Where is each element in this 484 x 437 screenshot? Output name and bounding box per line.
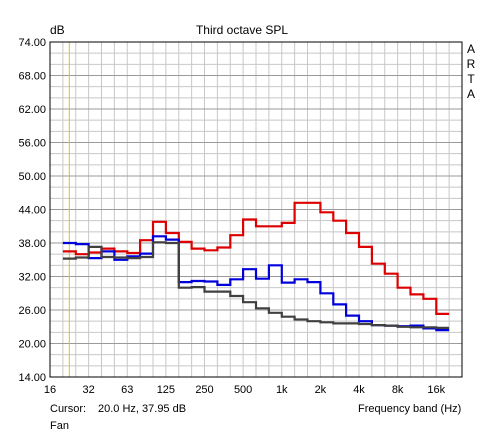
series-line-0 xyxy=(62,201,450,315)
y-tick-label: 44.00 xyxy=(18,205,46,217)
y-tick-label: 74.00 xyxy=(18,37,46,49)
y-tick-label: 20.00 xyxy=(18,339,46,351)
y-tick-label: 68.00 xyxy=(18,71,46,83)
cursor-label: Cursor: xyxy=(50,403,87,415)
y-tick-label: 38.00 xyxy=(18,238,46,250)
y-tick-label: 26.00 xyxy=(18,305,46,317)
major-gridlines xyxy=(50,75,462,344)
x-tick-labels: 16 32 63 125 250 500 1k 2k 4k 8k 16k xyxy=(44,384,446,396)
chart-title: Third octave SPL xyxy=(195,23,289,37)
brand-letter: T xyxy=(467,72,475,86)
x-axis-label: Frequency band (Hz) xyxy=(358,403,462,415)
x-tick-label: 2k xyxy=(315,384,327,396)
y-tick-label: 50.00 xyxy=(18,171,46,183)
cursor-readout: 20.0 Hz, 37.95 dB xyxy=(98,403,187,415)
y-tick-label: 56.00 xyxy=(18,138,46,150)
y-tick-label: 14.00 xyxy=(18,372,46,384)
y-axis-label: dB xyxy=(50,23,65,37)
brand-letter: A xyxy=(466,87,475,101)
brand-letter: A xyxy=(466,42,475,56)
y-tick-label: 62.00 xyxy=(18,104,46,116)
brand-letter: R xyxy=(466,57,476,71)
x-tick-label: 250 xyxy=(195,384,213,396)
x-tick-label: 32 xyxy=(83,384,95,396)
x-tick-label: 63 xyxy=(121,384,133,396)
series-line-2 xyxy=(62,241,450,329)
x-tick-label: 500 xyxy=(234,384,252,396)
x-tick-label: 16k xyxy=(427,384,445,396)
x-tick-label: 4k xyxy=(353,384,365,396)
y-tick-labels: 14.00 20.00 26.00 32.00 38.00 44.00 50.00 56.00… xyxy=(18,37,46,384)
x-tick-label: 16 xyxy=(44,384,56,396)
plot-border xyxy=(49,41,463,378)
x-tick-label: 125 xyxy=(157,384,175,396)
series-layer xyxy=(62,201,450,332)
y-tick-label: 32.00 xyxy=(18,272,46,284)
x-tick-label: 8k xyxy=(392,384,404,396)
mode-label: Fan xyxy=(50,420,69,432)
x-tick-label: 1k xyxy=(276,384,288,396)
